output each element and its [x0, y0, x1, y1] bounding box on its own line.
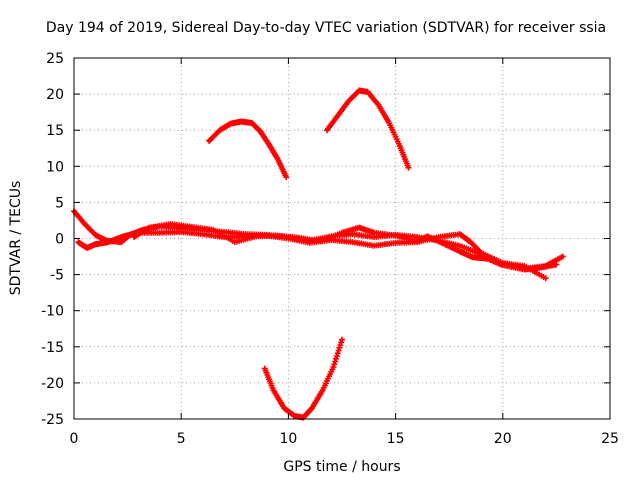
data-point-marker	[339, 336, 345, 343]
data-point-marker	[283, 174, 290, 181]
x-axis-label: GPS time / hours	[283, 459, 400, 475]
y-tick-label: 10	[46, 159, 64, 175]
x-tick-label: 25	[601, 431, 619, 447]
series-band-3	[131, 221, 560, 273]
series-arc-high-1	[206, 118, 290, 181]
plot-series	[71, 87, 566, 421]
y-tick-label: -5	[50, 268, 64, 284]
data-point-marker	[553, 261, 560, 268]
y-tick-label: 20	[46, 87, 64, 103]
data-point-marker	[477, 248, 484, 255]
y-tick-label: -15	[41, 340, 64, 356]
y-tick-label: 5	[55, 195, 64, 211]
x-tick-label: 5	[177, 431, 186, 447]
y-tick-label: 15	[46, 123, 64, 139]
y-tick-label: 25	[46, 51, 64, 67]
data-point-marker	[405, 164, 412, 171]
series-arc-low	[261, 336, 345, 421]
y-tick-label: -20	[41, 376, 64, 392]
data-point-marker	[559, 253, 566, 260]
y-axis-ticks: 25 20 15 10 5 0 -5 -10 -15 -20 -25	[41, 51, 610, 428]
x-axis-ticks: 0 5 10 15 20 25	[70, 58, 619, 447]
x-tick-label: 20	[494, 431, 512, 447]
chart-title: Day 194 of 2019, Sidereal Day-to-day VTE…	[46, 20, 606, 36]
y-tick-label: 0	[55, 232, 64, 248]
y-axis-label: SDTVAR / TECUs	[8, 181, 24, 296]
data-point-marker	[542, 275, 549, 282]
series-line	[325, 89, 410, 170]
y-tick-label: -25	[41, 412, 64, 428]
y-tick-label: -10	[41, 304, 64, 320]
x-tick-label: 0	[70, 431, 79, 447]
x-tick-label: 10	[279, 431, 297, 447]
series-arc-high-2	[323, 87, 412, 171]
x-tick-label: 15	[387, 431, 405, 447]
